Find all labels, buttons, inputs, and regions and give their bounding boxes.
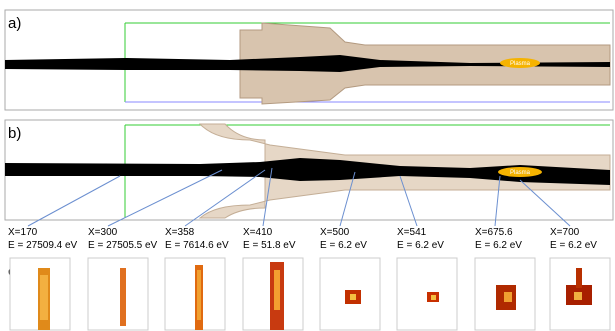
figure: Plasma a) Plasma b) c) X=170E = 27509.4 … [0,0,615,331]
slice-position: X=675.6 [475,227,513,238]
beam-profile [504,292,512,302]
slice-energy: E = 27505.5 eV [88,240,158,251]
slice-position: X=541 [397,227,427,238]
beam-profile [431,295,436,300]
slice-energy: E = 6.2 eV [550,240,597,251]
slice-energy: E = 6.2 eV [397,240,444,251]
slice-energy: E = 6.2 eV [475,240,522,251]
beam-profile [40,275,48,320]
slice-position: X=410 [243,227,273,238]
plasma-label: Plasma [510,61,531,67]
slice-energy: E = 51.8 eV [243,240,296,251]
slice-position: X=500 [320,227,350,238]
beam-profile [274,270,280,310]
beam-profile [574,292,582,300]
panel-label: b) [8,125,21,142]
panel-a: Plasma a) [5,10,613,110]
slice-position: X=358 [165,227,195,238]
slice-position: X=300 [88,227,118,238]
panel-b: Plasma b) [5,120,613,220]
slice-position: X=170 [8,227,38,238]
beam-profile [197,270,201,320]
plasma-label: Plasma [510,170,531,176]
beam-profile [350,294,356,300]
slice-position: X=700 [550,227,580,238]
slice-energy: E = 27509.4 eV [8,240,78,251]
slice-thumbnail [88,258,148,330]
slice-energy: E = 7614.6 eV [165,240,229,251]
slice-energy: E = 6.2 eV [320,240,367,251]
panel-label: a) [8,15,21,32]
beam-profile [576,268,582,288]
beam-profile [120,268,126,326]
